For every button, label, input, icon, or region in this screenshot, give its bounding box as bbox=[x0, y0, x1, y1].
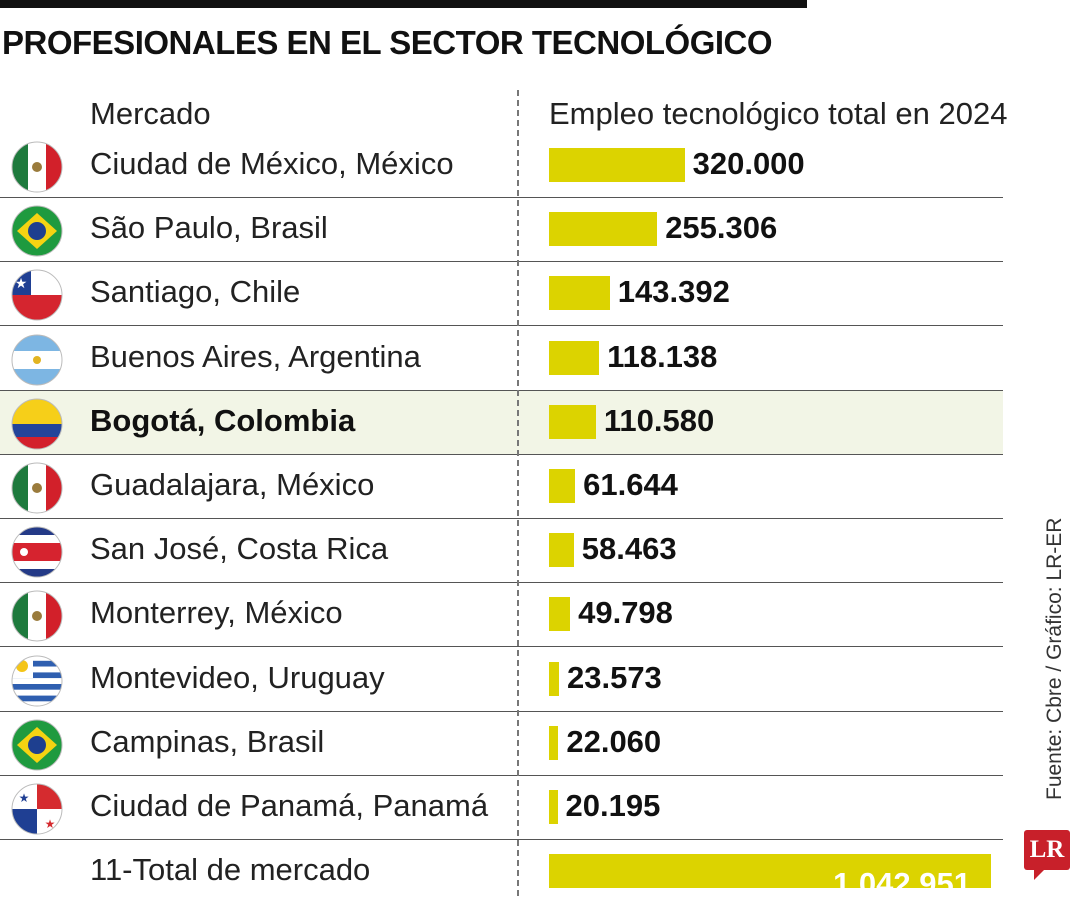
bar bbox=[549, 469, 576, 503]
value-label: 22.060 bbox=[566, 723, 662, 759]
svg-text:★: ★ bbox=[19, 791, 30, 805]
top-rule bbox=[0, 0, 807, 8]
table-row: Monterrey, México 49.798 bbox=[0, 583, 1003, 648]
table-row: San José, Costa Rica 58.463 bbox=[0, 519, 1003, 584]
bar bbox=[549, 404, 596, 439]
flag-panama-icon: ★ ★ bbox=[11, 783, 63, 835]
market-name: São Paulo, Brasil bbox=[90, 210, 328, 246]
bar bbox=[549, 790, 558, 824]
value-label: 58.463 bbox=[581, 531, 677, 567]
flag-brazil-icon bbox=[11, 719, 63, 771]
bar bbox=[549, 597, 571, 632]
value-label: 320.000 bbox=[692, 146, 805, 181]
source-note: Fuente: Cbre / Gráfico: LR-ER bbox=[1043, 517, 1066, 800]
value-label: 118.138 bbox=[607, 338, 718, 374]
total-bar: 1.042.951 bbox=[549, 854, 991, 900]
flag-costa-rica-icon bbox=[11, 526, 63, 578]
table-row: Ciudad de México, México 320.000 bbox=[0, 134, 1003, 198]
market-name: Bogotá, Colombia bbox=[90, 402, 356, 438]
table-row: Campinas, Brasil 22.060 bbox=[0, 712, 1003, 776]
total-label: 11-Total de mercado bbox=[90, 852, 371, 888]
flag-uruguay-icon bbox=[11, 655, 63, 707]
flag-chile-icon: ★ bbox=[11, 269, 63, 321]
bar bbox=[549, 533, 574, 568]
table-row: Guadalajara, México 61.644 bbox=[0, 455, 1003, 519]
market-name: Montevideo, Uruguay bbox=[90, 659, 385, 695]
column-divider bbox=[517, 90, 519, 896]
bar bbox=[549, 661, 559, 696]
bar bbox=[549, 725, 559, 760]
market-name: Ciudad de México, México bbox=[90, 146, 454, 181]
header-market: Mercado bbox=[90, 96, 211, 131]
table-row: Bogotá, Colombia 110.580 bbox=[0, 390, 1003, 455]
flag-mexico-icon bbox=[11, 590, 63, 642]
value-label: 61.644 bbox=[583, 467, 678, 502]
market-name: Campinas, Brasil bbox=[90, 723, 325, 759]
flag-colombia-icon bbox=[11, 398, 63, 450]
header-employment: Empleo tecnológico total en 2024 bbox=[549, 96, 1008, 131]
svg-text:★: ★ bbox=[15, 275, 28, 291]
value-label: 255.306 bbox=[665, 210, 778, 246]
value-label: 20.195 bbox=[565, 788, 661, 823]
bar bbox=[549, 212, 658, 247]
table-row: São Paulo, Brasil 255.306 bbox=[0, 198, 1003, 263]
svg-text:★: ★ bbox=[45, 817, 56, 831]
value-label: 49.798 bbox=[578, 595, 673, 631]
market-name: Santiago, Chile bbox=[90, 274, 301, 310]
table-row: Montevideo, Uruguay 23.573 bbox=[0, 648, 1003, 712]
lr-logo: LR bbox=[1024, 830, 1070, 880]
market-name: San José, Costa Rica bbox=[90, 531, 389, 567]
market-name: Buenos Aires, Argentina bbox=[90, 338, 421, 374]
flag-argentina-icon bbox=[11, 334, 63, 386]
chart-title: PROFESIONALES EN EL SECTOR TECNOLÓGICO bbox=[2, 24, 773, 61]
table-row: ★ ★ Ciudad de Panamá, Panamá 20.195 bbox=[0, 776, 1003, 840]
table-row: Buenos Aires, Argentina 118.138 bbox=[0, 327, 1003, 391]
bar bbox=[549, 276, 610, 311]
flag-mexico-icon bbox=[11, 141, 63, 193]
flag-mexico-icon bbox=[11, 462, 63, 514]
market-name: Monterrey, México bbox=[90, 595, 343, 631]
bar bbox=[549, 148, 685, 182]
table-row: ★ Santiago, Chile 143.392 bbox=[0, 262, 1003, 327]
value-label: 110.580 bbox=[603, 402, 715, 438]
market-name: Ciudad de Panamá, Panamá bbox=[90, 788, 489, 823]
value-label: 23.573 bbox=[566, 659, 662, 695]
total-value: 1.042.951 bbox=[833, 866, 971, 900]
bar bbox=[549, 340, 600, 375]
total-row: 11-Total de mercado 1.042.951 bbox=[0, 840, 1003, 900]
market-name: Guadalajara, México bbox=[90, 467, 375, 502]
flag-brazil-icon bbox=[11, 205, 63, 257]
value-label: 143.392 bbox=[617, 274, 730, 310]
